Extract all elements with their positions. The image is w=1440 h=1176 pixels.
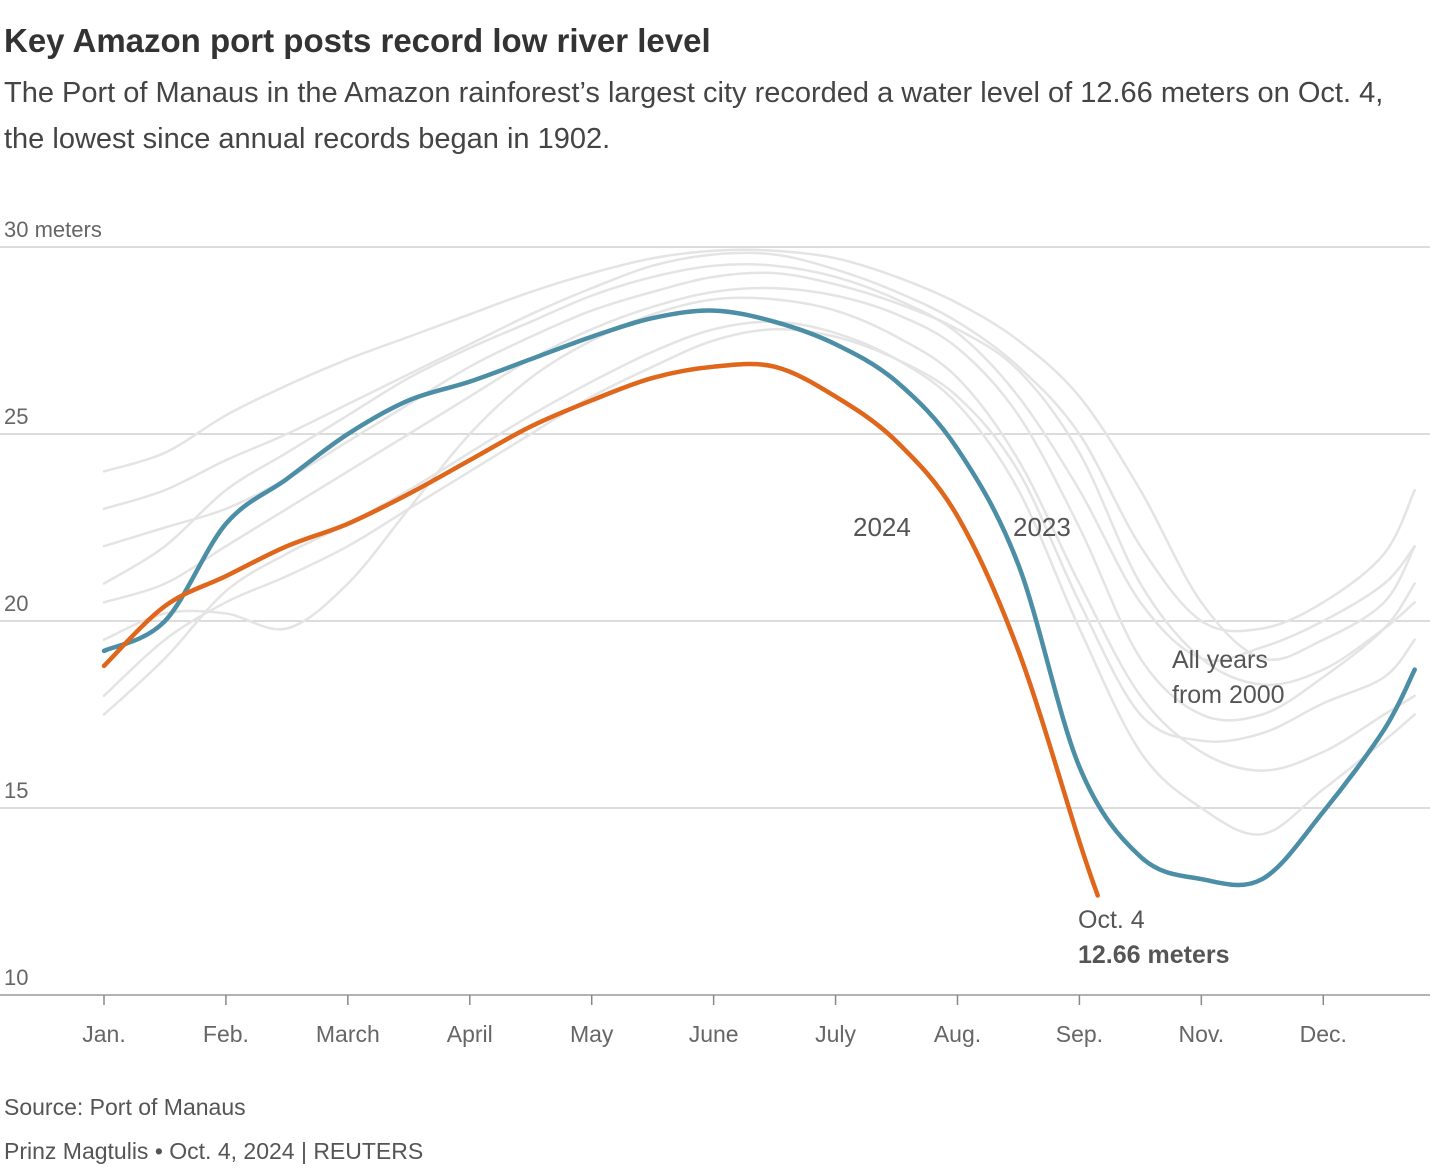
x-tick-label: June: [689, 1021, 739, 1047]
chart-subtitle: The Port of Manaus in the Amazon rainfor…: [4, 77, 1384, 155]
annotation: Oct. 4: [1078, 906, 1145, 934]
annotation: from 2000: [1172, 681, 1285, 709]
background-line: [102, 327, 1416, 743]
y-tick-label: 20: [4, 591, 28, 616]
x-tick-label: Feb.: [203, 1021, 249, 1047]
background-line: [102, 248, 1416, 661]
x-tick-label: Nov.: [1179, 1021, 1225, 1047]
x-tick-label: Jan.: [82, 1021, 125, 1047]
x-tick-label: March: [316, 1021, 380, 1047]
chart-title: Key Amazon port posts record low river l…: [4, 22, 711, 59]
background-line: [102, 296, 1416, 772]
x-tick-label: July: [815, 1021, 856, 1047]
y-tick-label: 10: [4, 965, 28, 990]
chart: 10 15 20 25 30 meters Jan. Feb. March April May Ju…: [0, 217, 1430, 1047]
background-line: [102, 271, 1416, 687]
data-label: 12.66 meters: [1078, 941, 1230, 969]
series-label: 2024: [853, 512, 911, 542]
series-line: [101, 361, 1100, 898]
background-line: [102, 251, 1416, 633]
x-tick-label: May: [570, 1021, 614, 1047]
x-tick-label: Aug.: [934, 1021, 981, 1047]
x-tick-label: Sep.: [1056, 1021, 1103, 1047]
y-tick-label: 15: [4, 778, 28, 803]
background-line: [102, 263, 1416, 662]
background-line: [102, 320, 1416, 836]
series-label: 2023: [1013, 512, 1071, 542]
y-tick-label: 25: [4, 404, 28, 429]
annotation: All years: [1172, 646, 1268, 674]
series-line: [101, 308, 1417, 888]
y-tick-label: 30 meters: [4, 217, 102, 242]
x-tick-label: Dec.: [1300, 1021, 1347, 1047]
x-tick-label: April: [447, 1021, 493, 1047]
credit: Prinz Magtulis • Oct. 4, 2024 | REUTERS: [4, 1138, 424, 1164]
background-line: [102, 286, 1416, 722]
source: Source: Port of Manaus: [4, 1094, 246, 1120]
